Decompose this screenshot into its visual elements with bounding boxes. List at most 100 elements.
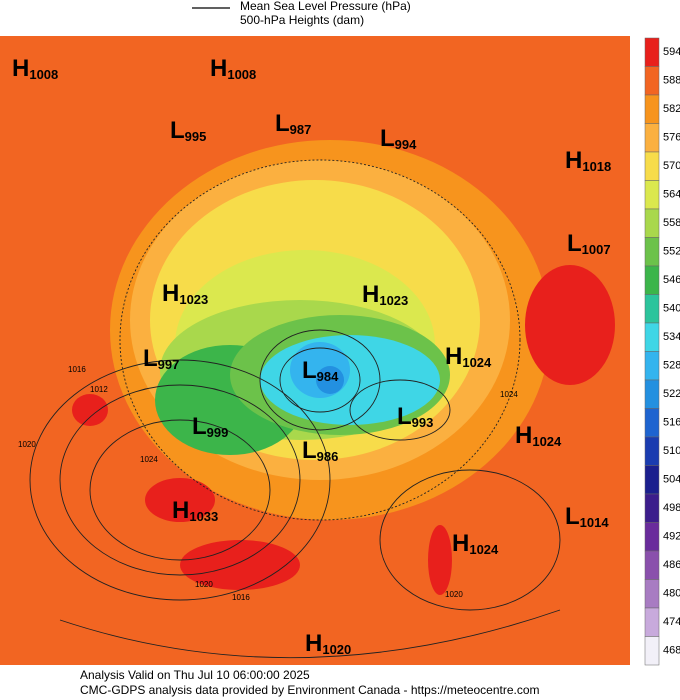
pressure-center: H1024: [515, 422, 562, 449]
colorbar-cell: [644, 94, 660, 124]
center-pressure: 994: [395, 137, 417, 152]
center-type: L: [567, 230, 582, 257]
center-type: L: [275, 110, 290, 137]
colorbar-label: 588: [663, 75, 680, 87]
center-type: H: [445, 343, 462, 370]
pressure-center: L1014: [565, 503, 609, 530]
pressure-center: L984: [302, 357, 339, 384]
colorbar-label: 540: [663, 303, 680, 315]
center-type: L: [143, 345, 158, 372]
pressure-center: H1020: [305, 630, 351, 657]
pressure-center: H1033: [172, 497, 218, 524]
colorbar-label: 546: [663, 274, 680, 286]
pressure-center: L997: [143, 345, 179, 372]
pressure-center: H1024: [452, 530, 499, 557]
colorbar-cell: [644, 550, 660, 580]
colorbar-label: 486: [663, 559, 680, 571]
colorbar-cell: [644, 123, 660, 153]
center-pressure: 993: [412, 415, 434, 430]
colorbar-label: 576: [663, 132, 680, 144]
center-pressure: 987: [290, 122, 312, 137]
colorbar-label: 492: [663, 531, 680, 543]
center-type: H: [12, 55, 29, 82]
pressure-center: L999: [192, 413, 228, 440]
colorbar-label: 480: [663, 588, 680, 600]
center-type: L: [380, 125, 395, 152]
map: [0, 36, 630, 665]
colorbar: 594 588 582 576 570 564 558 552 546 540 534 528 522 5…: [644, 37, 680, 666]
colorbar-cell: [644, 180, 660, 210]
isobar-label: 1020: [18, 440, 36, 449]
center-pressure: 984: [317, 369, 339, 384]
isobar-label: 1020: [445, 590, 463, 599]
isobar-label: 1016: [232, 593, 250, 602]
pressure-center: L987: [275, 110, 311, 137]
colorbar-label: 534: [663, 331, 680, 343]
colorbar-cell: [644, 607, 660, 637]
colorbar-cell: [644, 237, 660, 267]
colorbar-label: 498: [663, 502, 680, 514]
colorbar-cell: [644, 579, 660, 609]
colorbar-cell: [644, 436, 660, 466]
legend-line-label: Mean Sea Level Pressure (hPa): [240, 0, 411, 13]
colorbar-label: 528: [663, 360, 680, 372]
center-type: L: [565, 503, 580, 530]
center-type: H: [172, 497, 189, 524]
center-pressure: 1008: [227, 67, 256, 82]
colorbar-cell: [644, 208, 660, 238]
colorbar-label: 594: [663, 46, 680, 58]
center-pressure: 1014: [580, 515, 610, 530]
colorbar-cell: [644, 37, 660, 67]
shade: [525, 265, 615, 385]
center-type: L: [302, 357, 317, 384]
center-pressure: 1020: [322, 642, 351, 657]
pressure-center: L995: [170, 117, 206, 144]
isobar-label: 1020: [195, 580, 213, 589]
center-pressure: 1018: [582, 159, 611, 174]
center-pressure: 1024: [532, 434, 562, 449]
colorbar-label: 570: [663, 160, 680, 172]
colorbar-label: 504: [663, 474, 680, 486]
center-type: H: [210, 55, 227, 82]
shade: [180, 540, 300, 590]
center-pressure: 995: [185, 129, 207, 144]
isobar-label: 1012: [90, 385, 108, 394]
colorbar-cell: [644, 294, 660, 324]
shade: [316, 366, 344, 394]
center-pressure: 1008: [29, 67, 58, 82]
center-pressure: 1023: [179, 292, 208, 307]
isobar-label: 1024: [140, 455, 158, 464]
center-type: H: [565, 147, 582, 174]
isobar-label: 1024: [500, 390, 518, 399]
center-type: H: [452, 530, 469, 557]
center-type: L: [397, 403, 412, 430]
center-type: L: [302, 437, 317, 464]
center-pressure: 986: [317, 449, 339, 464]
pressure-center: L994: [380, 125, 417, 152]
colorbar-label: 558: [663, 217, 680, 229]
center-pressure: 1024: [462, 355, 492, 370]
colorbar-cell: [644, 66, 660, 96]
colorbar-cell: [644, 151, 660, 181]
shade: [145, 478, 215, 522]
center-type: H: [515, 422, 532, 449]
center-pressure: 1033: [189, 509, 218, 524]
pressure-center: H1008: [12, 55, 58, 82]
colorbar-label: 564: [663, 189, 680, 201]
colorbar-label: 582: [663, 103, 680, 115]
pressure-center: H1023: [162, 280, 208, 307]
colorbar-label: 552: [663, 246, 680, 258]
shade: [72, 394, 108, 426]
isobar-label: 1016: [68, 365, 86, 374]
center-pressure: 1023: [379, 293, 408, 308]
colorbar-cell: [644, 493, 660, 523]
pressure-center: L986: [302, 437, 338, 464]
colorbar-label: 474: [663, 616, 680, 628]
colorbar-cell: [644, 408, 660, 438]
legend-fill-label: 500-hPa Heights (dam): [240, 13, 364, 27]
footer-valid: Analysis Valid on Thu Jul 10 06:00:00 20…: [80, 668, 310, 682]
colorbar-label: 510: [663, 445, 680, 457]
center-type: H: [162, 280, 179, 307]
center-type: L: [170, 117, 185, 144]
